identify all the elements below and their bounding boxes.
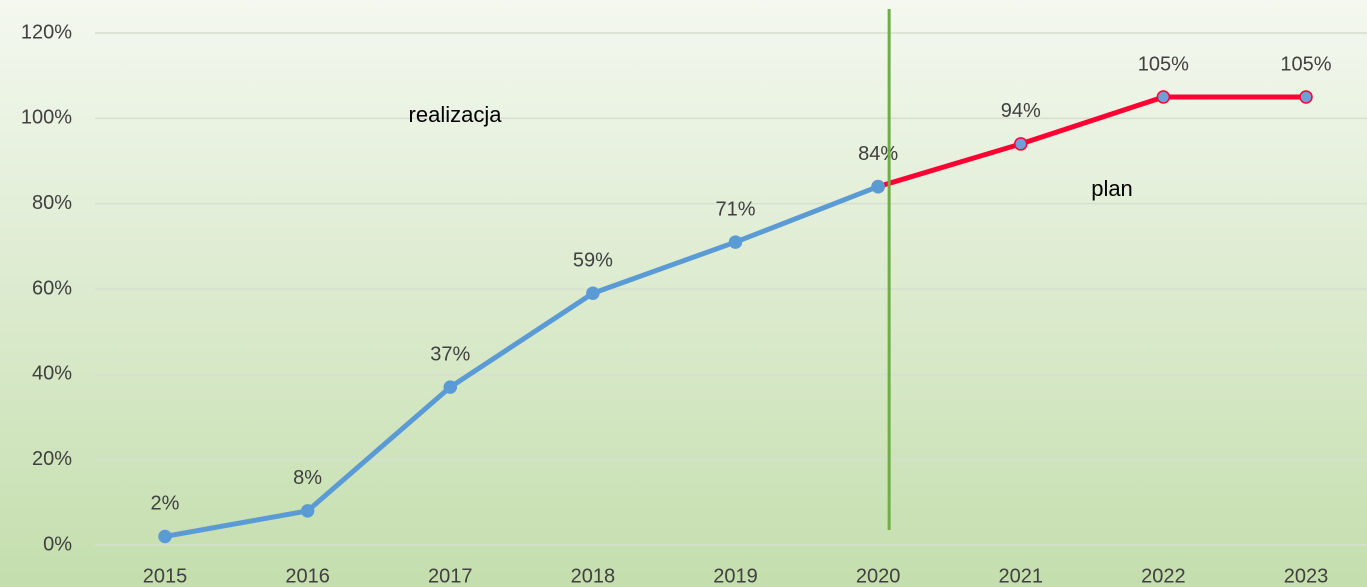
data-point [1014, 137, 1028, 151]
x-tick-label: 2018 [571, 565, 616, 587]
x-tick-label: 2019 [713, 565, 758, 587]
x-tick-label: 2022 [1141, 565, 1186, 587]
data-label: 105% [1280, 53, 1331, 75]
data-label: 8% [293, 467, 322, 489]
data-label: 94% [1001, 100, 1041, 122]
y-tick-label: 80% [32, 192, 72, 214]
y-tick-label: 100% [21, 107, 72, 129]
data-label: 59% [573, 250, 613, 272]
y-tick-label: 20% [32, 448, 72, 470]
annotation: realizacja [409, 102, 503, 127]
x-tick-label: 2016 [285, 565, 330, 587]
y-tick-label: 120% [21, 21, 72, 43]
x-tick-label: 2023 [1284, 565, 1329, 587]
x-tick-label: 2017 [428, 565, 473, 587]
data-point [158, 529, 172, 544]
data-label: 71% [715, 198, 755, 220]
y-tick-label: 60% [32, 277, 72, 299]
data-label: 105% [1138, 53, 1189, 75]
data-label: 37% [430, 343, 470, 365]
annotation: plan [1091, 176, 1133, 201]
x-tick-label: 2021 [999, 565, 1044, 587]
data-point [1156, 90, 1171, 104]
x-tick-label: 2020 [856, 565, 901, 587]
x-tick-label: 2015 [143, 565, 188, 587]
data-point [300, 504, 315, 518]
series-line [877, 94, 1306, 189]
data-point [443, 380, 457, 394]
data-point [1299, 90, 1313, 104]
data-label: 84% [858, 143, 898, 165]
data-label: 2% [151, 493, 180, 515]
series-line [164, 184, 880, 539]
data-point [586, 286, 600, 301]
data-point [871, 179, 885, 194]
y-tick-label: 40% [32, 363, 72, 385]
data-point [728, 235, 743, 249]
y-tick-label: 0% [43, 533, 72, 555]
